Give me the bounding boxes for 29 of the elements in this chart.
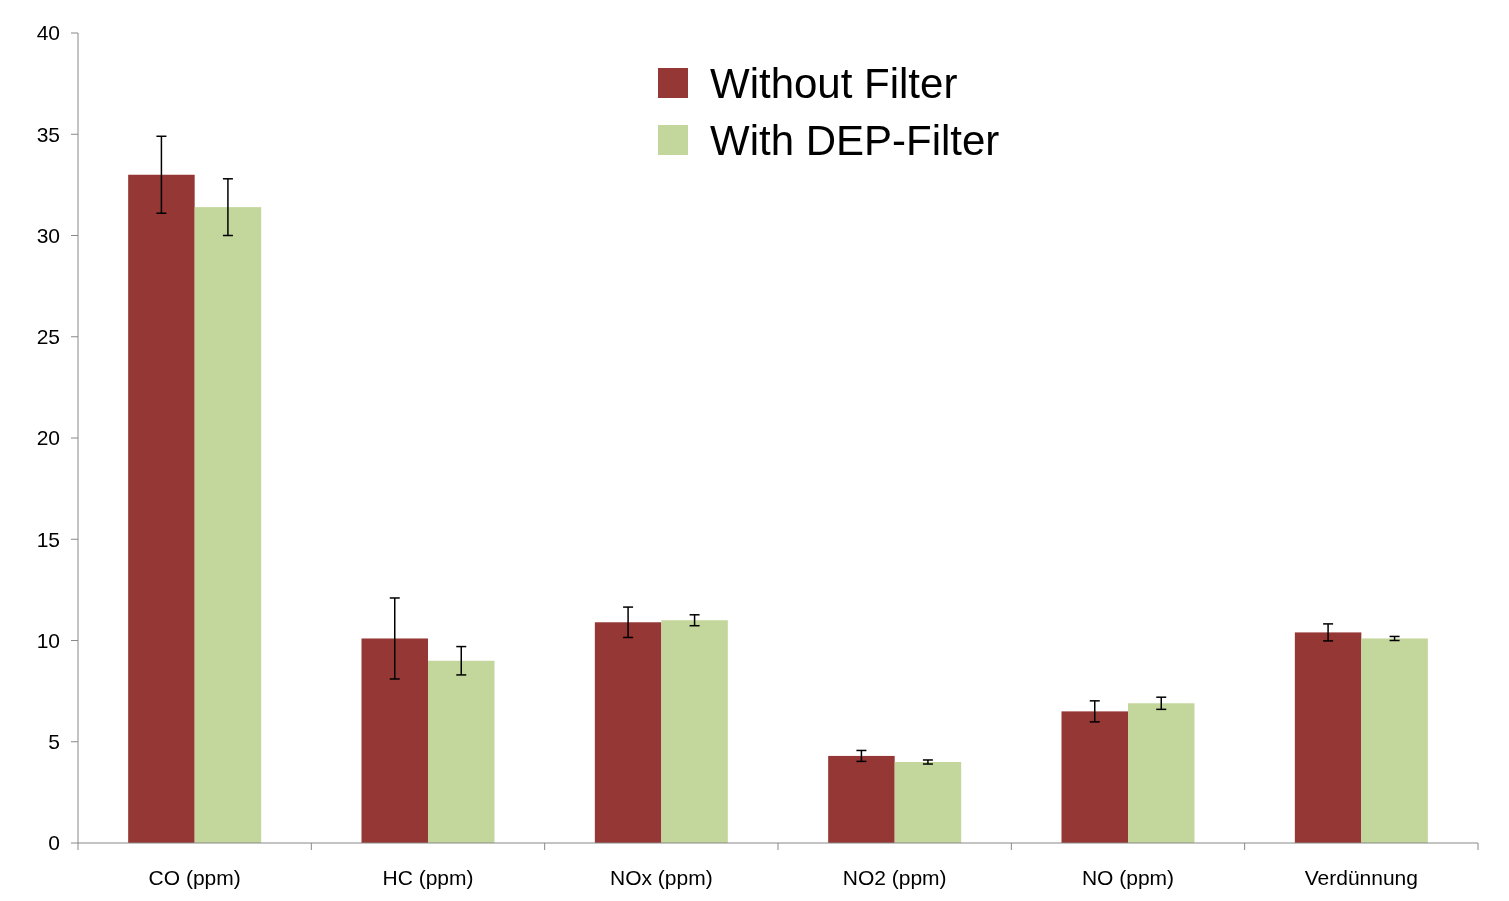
bar	[661, 620, 728, 843]
bar	[1128, 703, 1195, 843]
y-tick-label: 40	[36, 21, 60, 45]
legend-label: With DEP-Filter	[710, 116, 1000, 164]
legend-label: Without Filter	[710, 59, 958, 107]
bar	[1294, 632, 1362, 843]
bar	[828, 755, 895, 843]
y-tick-label: 0	[48, 831, 60, 855]
bar	[361, 638, 428, 843]
bar	[194, 207, 262, 843]
bar	[1361, 638, 1428, 843]
x-tick-label: NO2 (ppm)	[842, 866, 947, 889]
x-tick-label: NO (ppm)	[1081, 866, 1175, 889]
y-tick-label: 20	[36, 426, 60, 450]
y-tick-label: 25	[36, 325, 60, 349]
x-tick-label: HC (ppm)	[382, 866, 474, 889]
bar	[1061, 711, 1128, 843]
y-tick-label: 30	[36, 223, 60, 247]
y-tick-label: 15	[36, 527, 60, 551]
x-tick-label: NOx (ppm)	[609, 866, 713, 889]
bar	[128, 174, 195, 843]
bar	[428, 660, 495, 843]
bar	[594, 622, 662, 843]
y-tick-label: 35	[36, 122, 60, 146]
x-tick-label: CO (ppm)	[148, 866, 241, 889]
x-tick-label: Verdünnung	[1304, 866, 1418, 889]
y-tick-label: 5	[48, 730, 60, 754]
y-tick-label: 10	[36, 628, 60, 652]
bar	[894, 762, 962, 843]
